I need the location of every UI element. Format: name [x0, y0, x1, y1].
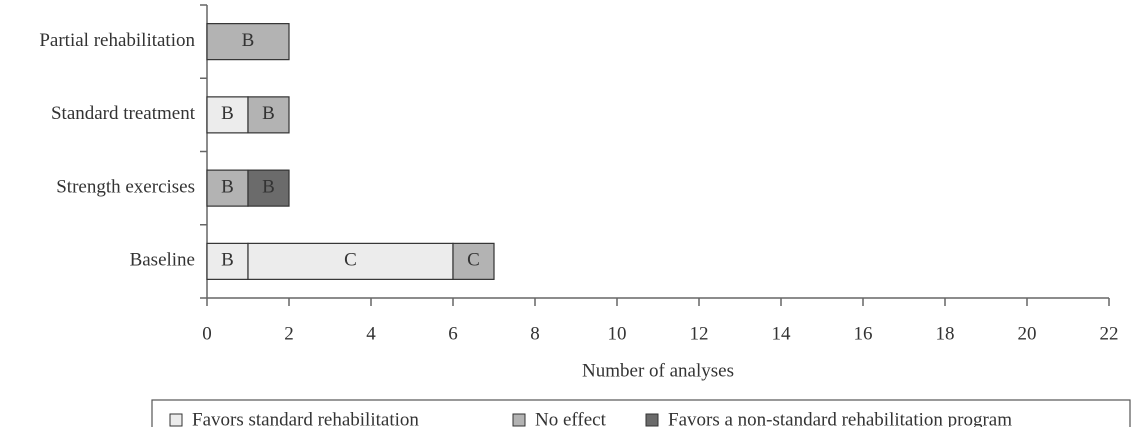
bar-segment [206, 96, 249, 134]
segment-label: B [221, 103, 234, 124]
x-tick-label: 12 [690, 323, 709, 344]
legend-label: No effect [535, 409, 607, 427]
legend-swatch [169, 413, 183, 427]
bar-segment [247, 169, 290, 207]
x-tick-label: 4 [366, 323, 376, 344]
bar-segment [206, 169, 249, 207]
segment-label: B [221, 176, 234, 197]
bar-segment [247, 96, 290, 134]
x-tick-label: 0 [202, 323, 212, 344]
y-tick-label: Strength exercises [56, 176, 195, 197]
segment-label: B [262, 176, 275, 197]
x-tick-label: 18 [936, 323, 955, 344]
segment-label: C [467, 250, 480, 271]
x-tick-label: 16 [854, 323, 873, 344]
bar-segment [452, 242, 495, 280]
segment-label: C [344, 250, 357, 271]
y-tick-label: Baseline [130, 250, 195, 271]
x-tick-label: 20 [1018, 323, 1037, 344]
legend-swatch [645, 413, 659, 427]
x-tick-label: 2 [284, 323, 294, 344]
segment-label: B [242, 30, 255, 51]
x-tick-label: 8 [530, 323, 540, 344]
segment-label: B [221, 250, 234, 271]
x-tick-label: 10 [608, 323, 627, 344]
y-tick-label: Standard treatment [51, 103, 196, 124]
bar-segment [206, 242, 249, 280]
bar-segment [247, 242, 454, 280]
legend-box [151, 399, 1131, 427]
x-tick-label: 6 [448, 323, 458, 344]
x-axis-label: Number of analyses [582, 360, 734, 381]
legend-label: Favors a non-standard rehabilitation pro… [668, 409, 1012, 427]
segment-label: B [262, 103, 275, 124]
x-tick-label: 14 [772, 323, 792, 344]
legend-label: Favors standard rehabilitation [192, 409, 419, 427]
x-tick-label: 22 [1100, 323, 1119, 344]
bar-segment [206, 23, 290, 61]
y-tick-label: Partial rehabilitation [39, 30, 195, 51]
legend-swatch [512, 413, 526, 427]
